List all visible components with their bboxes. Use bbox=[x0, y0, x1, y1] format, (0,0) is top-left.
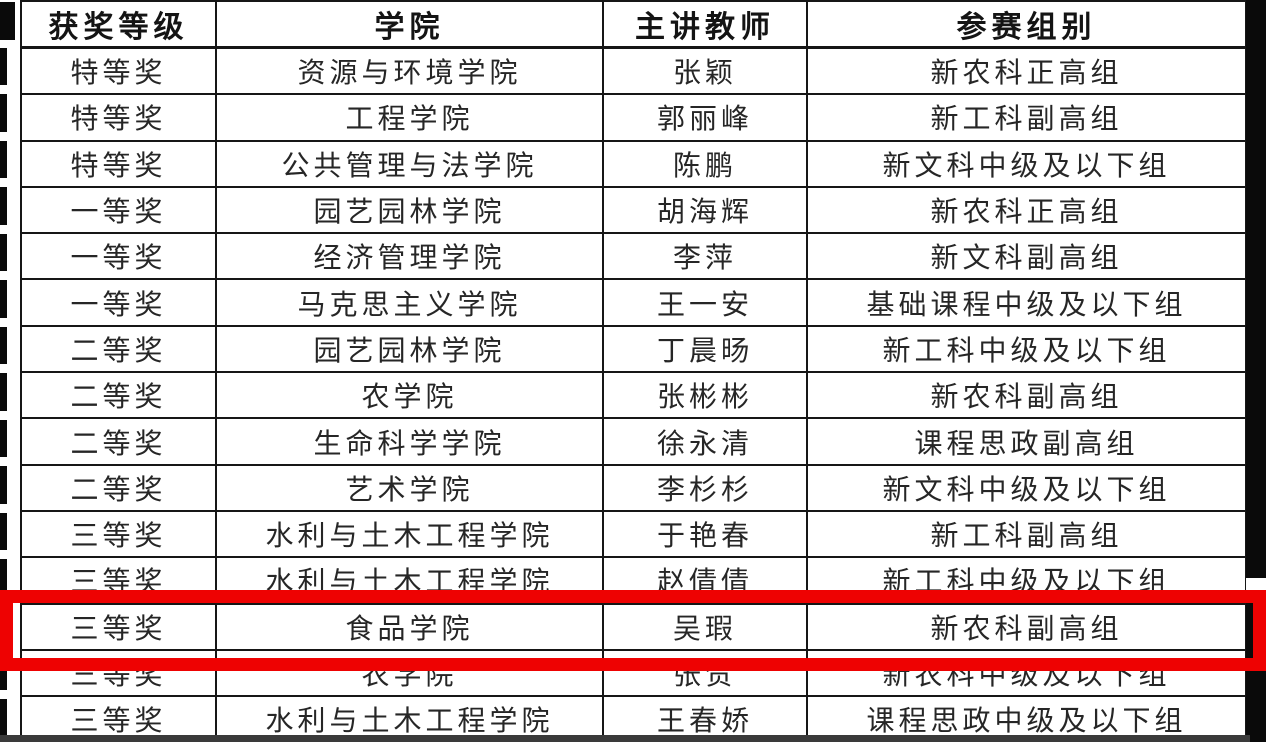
table-cell: 生命科学学院 bbox=[215, 417, 604, 466]
table-cell: 李萍 bbox=[602, 232, 808, 281]
highlight-box bbox=[0, 589, 1266, 671]
table-cell: 特等奖 bbox=[20, 93, 217, 142]
table-cell: 王一安 bbox=[602, 278, 808, 327]
left-edge-artifact-segment bbox=[0, 2, 15, 40]
table-cell: 徐永清 bbox=[602, 417, 808, 466]
table-cell: 新农科副高组 bbox=[806, 602, 1247, 651]
table-cell: 特等奖 bbox=[20, 139, 217, 188]
table-cell: 课程思政中级及以下组 bbox=[806, 695, 1247, 742]
table-cell: 胡海辉 bbox=[602, 185, 808, 235]
awards-table-header: 获奖等级 学院 主讲教师 参赛组别 bbox=[20, 0, 1247, 49]
table-cell: 艺术学院 bbox=[215, 463, 604, 512]
table-row: 三等奖 水利与土木工程学院 于艳春 新工科副高组 bbox=[20, 509, 1247, 559]
table-cell: 农学院 bbox=[215, 371, 604, 420]
table-cell: 于艳春 bbox=[602, 509, 808, 559]
table-cell: 工程学院 bbox=[215, 93, 604, 142]
table-cell: 新文科副高组 bbox=[806, 232, 1247, 281]
table-row: 特等奖 公共管理与法学院 陈鹏 新文科中级及以下组 bbox=[20, 139, 1247, 188]
table-row: 特等奖 资源与环境学院 张颖 新农科正高组 bbox=[20, 46, 1247, 96]
table-cell: 新文科中级及以下组 bbox=[806, 463, 1247, 512]
left-edge-artifact-segment bbox=[0, 94, 7, 132]
table-cell: 三等奖 bbox=[20, 602, 217, 651]
bottom-edge-artifact bbox=[0, 735, 1250, 742]
table-cell: 食品学院 bbox=[215, 602, 604, 651]
table-cell: 水利与土木工程学院 bbox=[215, 509, 604, 559]
table-row: 特等奖 工程学院 郭丽峰 新工科副高组 bbox=[20, 93, 1247, 142]
table-cell: 三等奖 bbox=[20, 509, 217, 559]
table-row: 一等奖 经济管理学院 李萍 新文科副高组 bbox=[20, 232, 1247, 281]
table-cell: 马克思主义学院 bbox=[215, 278, 604, 327]
left-edge-artifact-segment bbox=[0, 233, 7, 271]
left-edge-artifact-segment bbox=[0, 187, 7, 225]
left-edge-artifact-segment bbox=[0, 559, 7, 597]
table-row: 二等奖 艺术学院 李杉杉 新文科中级及以下组 bbox=[20, 463, 1247, 512]
left-edge-artifact-segment bbox=[0, 652, 7, 690]
column-header: 参赛组别 bbox=[806, 0, 1247, 49]
awards-table: 获奖等级 学院 主讲教师 参赛组别 特等奖 资源与环境学院 张颖 新农科正高组 特等奖 工程学院… bbox=[20, 0, 1247, 742]
awards-table-body: 特等奖 资源与环境学院 张颖 新农科正高组 特等奖 工程学院 郭丽峰 新工科副高组 特等奖 公共管… bbox=[20, 46, 1247, 742]
table-row: 一等奖 园艺园林学院 胡海辉 新农科正高组 bbox=[20, 185, 1247, 235]
table-cell: 基础课程中级及以下组 bbox=[806, 278, 1247, 327]
column-header: 获奖等级 bbox=[20, 0, 217, 49]
table-cell: 新文科中级及以下组 bbox=[806, 139, 1247, 188]
table-cell: 特等奖 bbox=[20, 46, 217, 96]
table-row-highlighted: 三等奖 食品学院 吴瑕 新农科副高组 bbox=[20, 602, 1247, 651]
right-edge-artifact bbox=[1246, 0, 1266, 742]
table-cell: 李杉杉 bbox=[602, 463, 808, 512]
table-row: 三等奖 水利与土木工程学院 王春娇 课程思政中级及以下组 bbox=[20, 695, 1247, 742]
table-cell: 园艺园林学院 bbox=[215, 324, 604, 374]
table-cell: 郭丽峰 bbox=[602, 93, 808, 142]
table-cell: 园艺园林学院 bbox=[215, 185, 604, 235]
table-cell: 丁晨旸 bbox=[602, 324, 808, 374]
table-cell: 陈鹏 bbox=[602, 139, 808, 188]
table-cell: 二等奖 bbox=[20, 463, 217, 512]
left-edge-artifact-segment bbox=[0, 140, 7, 178]
table-row: 二等奖 生命科学学院 徐永清 课程思政副高组 bbox=[20, 417, 1247, 466]
table-cell: 二等奖 bbox=[20, 371, 217, 420]
table-cell: 吴瑕 bbox=[602, 602, 808, 651]
table-cell: 一等奖 bbox=[20, 232, 217, 281]
table-cell: 三等奖 bbox=[20, 648, 217, 698]
right-edge-gap bbox=[1246, 578, 1266, 592]
column-header: 学院 bbox=[215, 0, 604, 49]
table-cell: 张颖 bbox=[602, 46, 808, 96]
table-cell: 资源与环境学院 bbox=[215, 46, 604, 96]
header-row: 获奖等级 学院 主讲教师 参赛组别 bbox=[20, 0, 1247, 49]
table-cell: 新农科正高组 bbox=[806, 185, 1247, 235]
left-edge-artifact-segment bbox=[0, 419, 7, 457]
left-edge-artifact-segment bbox=[0, 326, 7, 364]
table-cell: 新农科正高组 bbox=[806, 46, 1247, 96]
left-edge-artifact-segment bbox=[0, 47, 7, 85]
left-edge-artifact-segment bbox=[0, 466, 7, 504]
table-cell: 新工科副高组 bbox=[806, 93, 1247, 142]
table-cell: 经济管理学院 bbox=[215, 232, 604, 281]
table-cell: 三等奖 bbox=[20, 695, 217, 742]
left-edge-artifact-segment bbox=[0, 698, 7, 736]
table-cell: 新工科副高组 bbox=[806, 509, 1247, 559]
table-cell: 一等奖 bbox=[20, 185, 217, 235]
table-cell: 水利与土木工程学院 bbox=[215, 695, 604, 742]
table-cell: 新工科中级及以下组 bbox=[806, 324, 1247, 374]
table-row: 二等奖 园艺园林学院 丁晨旸 新工科中级及以下组 bbox=[20, 324, 1247, 374]
table-cell: 二等奖 bbox=[20, 324, 217, 374]
table-cell: 课程思政副高组 bbox=[806, 417, 1247, 466]
table-row: 二等奖 农学院 张彬彬 新农科副高组 bbox=[20, 371, 1247, 420]
left-edge-artifact-segment bbox=[0, 512, 7, 550]
left-edge-artifact-segment bbox=[0, 373, 7, 411]
table-cell: 新农科副高组 bbox=[806, 371, 1247, 420]
table-cell: 一等奖 bbox=[20, 278, 217, 327]
table-cell: 张彬彬 bbox=[602, 371, 808, 420]
table-row: 一等奖 马克思主义学院 王一安 基础课程中级及以下组 bbox=[20, 278, 1247, 327]
column-header: 主讲教师 bbox=[602, 0, 808, 49]
table-cell: 公共管理与法学院 bbox=[215, 139, 604, 188]
table-cell: 二等奖 bbox=[20, 417, 217, 466]
left-edge-artifact-segment bbox=[0, 280, 7, 318]
